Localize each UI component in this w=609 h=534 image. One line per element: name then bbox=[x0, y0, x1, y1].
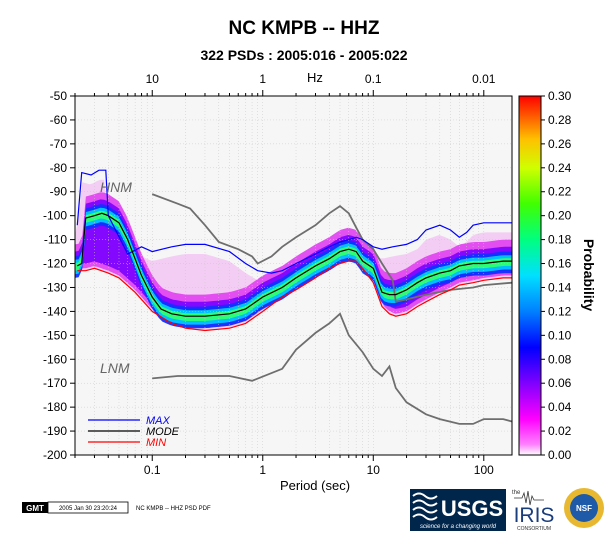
usgs-logo: USGS science for a changing world bbox=[410, 489, 506, 531]
x-tick-label: 10 bbox=[367, 463, 381, 477]
legend-min-label: MIN bbox=[146, 437, 166, 449]
gmt-logo-text: GMT bbox=[26, 504, 44, 513]
colorbar-tick-label: 0.26 bbox=[548, 137, 572, 151]
colorbar-tick-label: 0.14 bbox=[548, 280, 572, 294]
top-axis-unit: Hz bbox=[307, 70, 323, 85]
gmt-stamp: GMT 2005 Jan 30 23:20:24 NC KMPB -- HHZ … bbox=[22, 501, 211, 514]
svg-text:the: the bbox=[512, 490, 521, 496]
nsf-logo: NSF bbox=[564, 488, 604, 528]
min-line bbox=[77, 260, 512, 332]
top-axis-ticks: 10 1 0.1 0.01 bbox=[74, 72, 496, 96]
y-tick-label: -70 bbox=[50, 137, 68, 151]
max-line bbox=[76, 169, 512, 274]
colorbar-tick-label: 0.24 bbox=[548, 161, 572, 175]
iris-logo: the IRIS CONSORTIUM bbox=[512, 490, 554, 532]
y-tick-label: -100 bbox=[43, 209, 67, 223]
top-tick-label: 0.01 bbox=[472, 72, 496, 86]
legend-max-label: MAX bbox=[146, 415, 171, 427]
chart-subtitle: 322 PSDs : 2005:016 - 2005:022 bbox=[200, 47, 407, 63]
y-tick-label: -140 bbox=[43, 304, 67, 318]
nsf-wordmark: NSF bbox=[576, 504, 592, 513]
legend-mode-label: MODE bbox=[146, 426, 180, 438]
colorbar-tick-label: 0.16 bbox=[548, 257, 572, 271]
colorbar-tick-label: 0.02 bbox=[548, 424, 572, 438]
colorbar-tick-label: 0.12 bbox=[548, 304, 572, 318]
colorbar-tick-label: 0.00 bbox=[548, 448, 572, 462]
y-tick-label: -60 bbox=[50, 113, 68, 127]
hnm-line bbox=[151, 193, 512, 303]
y-axis-ticks: -50 -60 -70 -80 -90 -100 -110 -120 -130 -140 -150 -… bbox=[43, 89, 75, 462]
x-axis-ticks: 0.1 1 10 100 bbox=[74, 455, 494, 477]
legend: MAX MODE MIN bbox=[88, 415, 180, 449]
top-tick-label: 0.1 bbox=[365, 72, 382, 86]
plot-caption: NC KMPB -- HHZ PSD PDF bbox=[136, 506, 211, 512]
pdf-band-green bbox=[75, 210, 512, 321]
colorbar-tick-label: 0.28 bbox=[548, 113, 572, 127]
y-tick-label: -130 bbox=[43, 280, 67, 294]
chart-title: NC KMPB -- HHZ bbox=[229, 18, 380, 39]
colorbar-tick-label: 0.20 bbox=[548, 209, 572, 223]
colorbar-tick-label: 0.10 bbox=[548, 328, 572, 342]
x-tick-label: 100 bbox=[474, 463, 494, 477]
y-tick-label: -150 bbox=[43, 328, 67, 342]
pdf-heatmap bbox=[75, 179, 512, 331]
y-tick-label: -190 bbox=[43, 424, 67, 438]
y-tick-label: -180 bbox=[43, 400, 67, 414]
x-axis-label: Period (sec) bbox=[280, 478, 350, 493]
y-tick-label: -170 bbox=[43, 376, 67, 390]
hnm-label: HNM bbox=[100, 179, 132, 195]
lnm-label: LNM bbox=[100, 360, 130, 376]
mode-line bbox=[77, 212, 512, 317]
y-tick-label: -110 bbox=[44, 233, 67, 247]
timestamp-box bbox=[47, 501, 129, 514]
top-tick-label: 10 bbox=[146, 72, 160, 86]
top-tick-label: 1 bbox=[259, 72, 266, 86]
x-tick-label: 0.1 bbox=[144, 463, 161, 477]
iris-wordmark: IRIS bbox=[514, 504, 555, 527]
iris-tagline: CONSORTIUM bbox=[517, 526, 551, 532]
y-tick-label: -160 bbox=[43, 352, 67, 366]
plot-frame bbox=[74, 95, 513, 456]
usgs-wordmark: USGS bbox=[441, 496, 503, 521]
colorbar-ticks: 0.00 0.02 0.04 0.06 0.08 0.10 0.12 0.14 0.16 0.18… bbox=[541, 89, 572, 462]
y-tick-label: -200 bbox=[43, 448, 67, 462]
colorbar-tick-label: 0.30 bbox=[548, 89, 572, 103]
colorbar-tick-label: 0.08 bbox=[548, 352, 572, 366]
x-tick-label: 1 bbox=[259, 463, 266, 477]
colorbar-label: Probability bbox=[581, 239, 597, 312]
colorbar-tick-label: 0.22 bbox=[548, 185, 572, 199]
y-tick-label: -80 bbox=[50, 161, 68, 175]
colorbar-tick-label: 0.04 bbox=[548, 400, 572, 414]
y-tick-label: -120 bbox=[43, 257, 67, 271]
y-tick-label: -90 bbox=[50, 185, 68, 199]
lnm-line bbox=[152, 312, 512, 425]
y-tick-label: -50 bbox=[50, 89, 68, 103]
colorbar-tick-label: 0.06 bbox=[548, 376, 572, 390]
usgs-tagline: science for a changing world bbox=[420, 524, 497, 530]
statistics-lines bbox=[76, 169, 512, 332]
gmt-logo bbox=[22, 502, 48, 513]
timestamp: 2005 Jan 30 23:20:24 bbox=[59, 506, 118, 512]
colorbar-tick-label: 0.18 bbox=[548, 233, 572, 247]
colorbar bbox=[518, 95, 542, 456]
noise-models bbox=[151, 193, 512, 425]
